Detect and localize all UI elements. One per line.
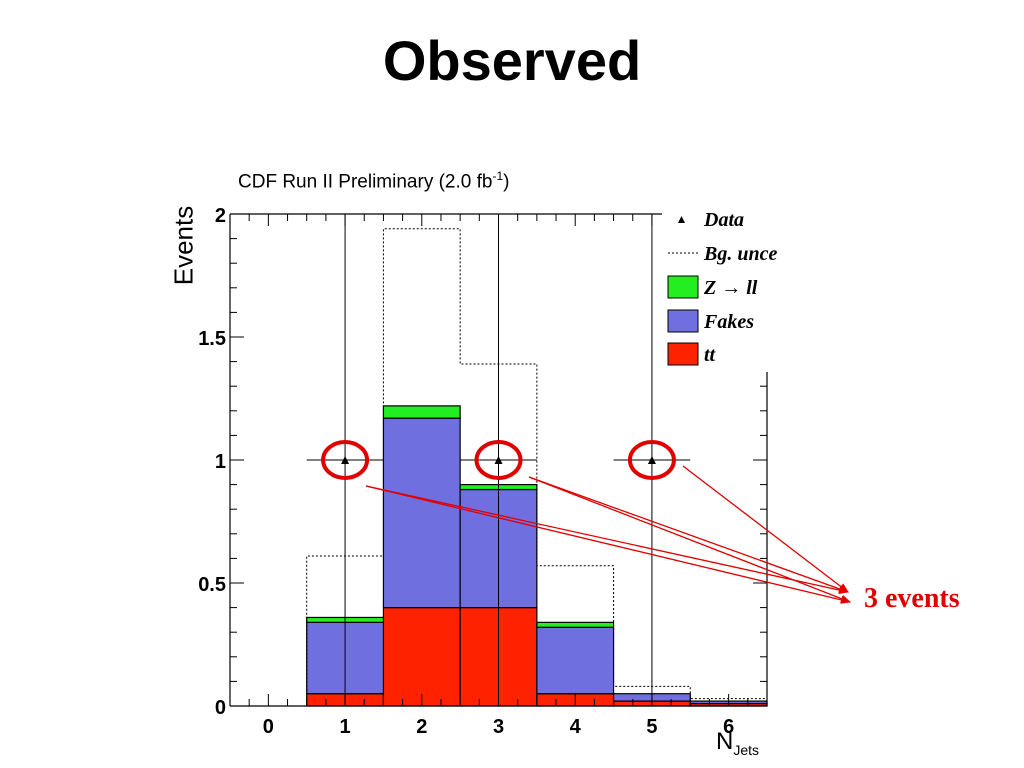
x-axis-label-text: N	[716, 728, 734, 755]
x-tick-label: 5	[646, 716, 657, 738]
legend-entry-bg-unce-label: Bg. unce	[703, 243, 777, 265]
plot-caption: CDF Run II Preliminary (2.0 fb-1)	[238, 169, 509, 193]
data-point	[341, 456, 350, 464]
annotation-circle	[627, 440, 676, 480]
y-tick-label: 1.5	[198, 328, 226, 350]
legend-entry-z-ll-label: Z → ll	[703, 277, 758, 299]
legend: Data Bg. unce Z → ll Fakes tt	[662, 198, 818, 372]
x-tick-label: 3	[493, 716, 504, 738]
bar-fakes	[536, 626, 615, 695]
annotation-layer	[321, 440, 851, 604]
data-points-layer	[306, 214, 691, 706]
annotation-circle	[321, 440, 370, 480]
plot-caption-end: )	[503, 171, 510, 193]
annotation-arrow	[528, 476, 851, 603]
y-tick-label: 0.5	[198, 574, 226, 596]
annotation-circle	[474, 440, 523, 480]
x-axis-label: NJets	[716, 728, 759, 758]
bar-tt	[382, 606, 461, 707]
callout-label: 3 events	[864, 583, 960, 614]
bar-fakes	[382, 417, 461, 609]
annotation-arrow	[365, 485, 849, 594]
x-tick-label: 2	[416, 716, 427, 738]
annotation-arrow	[682, 465, 849, 593]
legend-clip-mask	[788, 198, 818, 372]
legend-entry-tt-swatch	[667, 342, 699, 366]
annotation-arrow	[365, 485, 851, 604]
legend-entry-fakes-label: Fakes	[703, 311, 754, 333]
y-tick-label: 2	[215, 205, 226, 227]
x-axis-label-subscript: Jets	[733, 741, 760, 758]
data-point	[494, 456, 503, 464]
x-tick-label: 1	[340, 716, 351, 738]
bar-z-ll	[382, 405, 461, 419]
y-axis-label: Events	[168, 205, 199, 286]
data-point	[647, 456, 656, 464]
legend-entry-tt-label: tt	[704, 344, 717, 366]
y-tick-label: 1	[215, 451, 226, 473]
x-tick-label: 6	[723, 716, 734, 738]
slide-title: Observed	[382, 29, 642, 92]
legend-entry-data-label: Data	[703, 209, 744, 231]
x-tick-label: 0	[263, 716, 274, 738]
legend-entry-z-ll-swatch	[667, 275, 699, 299]
axes-layer: 0 1 2 3 4 5 6 0 0.5 1 1.5 2	[198, 205, 768, 738]
bar-z-ll	[536, 621, 615, 628]
plot-caption-text: CDF Run II Preliminary (2.0 fb	[238, 171, 493, 193]
legend-entry-data-marker	[678, 216, 685, 223]
x-tick-label: 4	[570, 716, 582, 738]
annotation-arrow	[528, 476, 849, 593]
y-tick-label: 0	[215, 697, 226, 719]
legend-entry-fakes-swatch	[667, 309, 699, 333]
plot-caption-superscript: -1	[492, 169, 504, 183]
bars-layer	[306, 405, 768, 707]
